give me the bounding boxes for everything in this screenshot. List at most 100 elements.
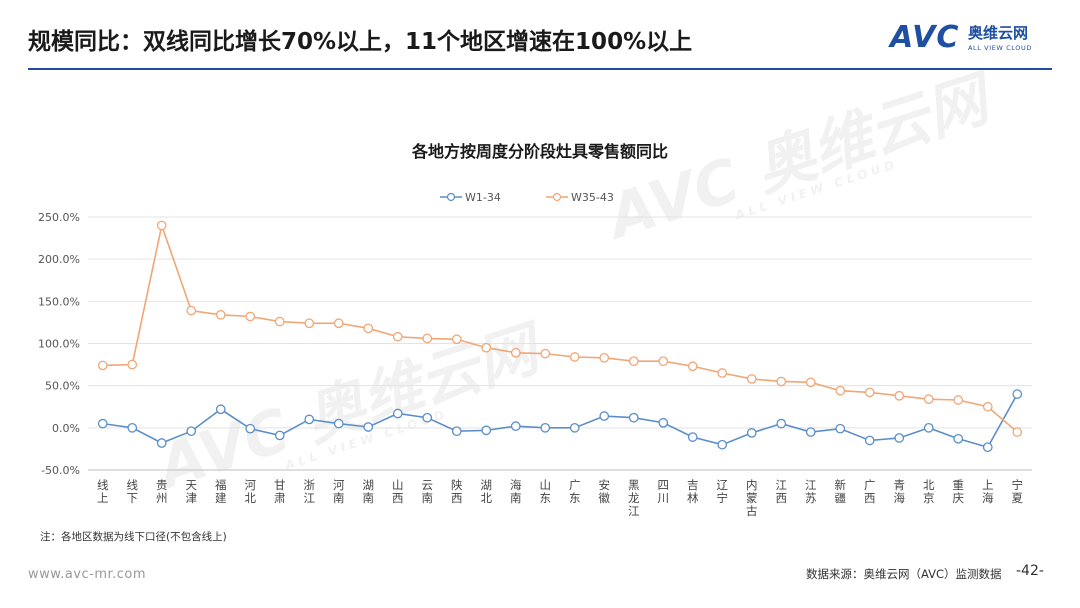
y-tick-label: -50.0% bbox=[41, 464, 80, 477]
x-tick-label: 南 bbox=[422, 491, 434, 505]
data-point-0 bbox=[628, 412, 639, 423]
x-tick-label: 西 bbox=[864, 491, 876, 505]
x-tick-label: 南 bbox=[363, 491, 375, 505]
data-point-0 bbox=[333, 418, 344, 429]
data-point-0 bbox=[776, 418, 787, 429]
x-tick-label: 广 bbox=[569, 478, 581, 492]
x-tick-label: 贵 bbox=[156, 478, 168, 492]
data-point-0 bbox=[894, 433, 905, 443]
x-tick-label: 龙 bbox=[628, 491, 640, 505]
data-point-0 bbox=[569, 422, 580, 433]
data-point-0 bbox=[923, 422, 934, 433]
data-point-0 bbox=[215, 404, 226, 415]
data-point-0 bbox=[805, 427, 816, 437]
x-tick-label: 西 bbox=[451, 491, 463, 505]
x-tick-label: 江 bbox=[304, 491, 316, 505]
x-tick-label: 东 bbox=[569, 491, 581, 505]
data-point-0 bbox=[658, 417, 669, 428]
x-tick-label: 夏 bbox=[1012, 491, 1024, 505]
x-tick-label: 天 bbox=[186, 478, 198, 492]
data-point-0 bbox=[540, 422, 551, 433]
brand-logo-mark: AVC bbox=[890, 20, 960, 55]
header-divider bbox=[28, 68, 1052, 70]
x-tick-label: 宁 bbox=[717, 491, 729, 505]
data-point-1 bbox=[953, 395, 964, 405]
data-point-1 bbox=[186, 305, 197, 316]
data-point-0 bbox=[304, 414, 315, 425]
data-source: 数据来源：奥维云网（AVC）监测数据 bbox=[806, 567, 1002, 581]
data-point-0 bbox=[982, 442, 993, 453]
data-point-1 bbox=[687, 361, 698, 372]
x-tick-label: 福 bbox=[215, 478, 227, 492]
y-tick-label: 0.0% bbox=[52, 422, 80, 435]
x-tick-label: 安 bbox=[599, 478, 611, 492]
data-point-1 bbox=[451, 334, 462, 345]
data-point-1 bbox=[658, 356, 669, 367]
x-tick-label: 河 bbox=[333, 478, 345, 492]
x-tick-label: 山 bbox=[392, 478, 404, 492]
data-point-0 bbox=[1012, 389, 1023, 399]
data-point-0 bbox=[687, 432, 698, 442]
x-tick-label: 浙 bbox=[304, 478, 316, 492]
data-point-0 bbox=[510, 421, 521, 431]
data-point-1 bbox=[97, 360, 108, 371]
x-tick-label: 海 bbox=[982, 491, 994, 505]
y-tick-label: 100.0% bbox=[38, 338, 80, 351]
data-point-1 bbox=[127, 359, 138, 370]
data-point-0 bbox=[127, 422, 138, 433]
x-tick-label: 北 bbox=[245, 491, 257, 505]
x-tick-label: 广 bbox=[864, 478, 876, 492]
x-tick-label: 庆 bbox=[953, 491, 965, 505]
data-point-1 bbox=[274, 316, 285, 327]
data-point-1 bbox=[894, 390, 905, 401]
x-tick-label: 江 bbox=[776, 478, 788, 492]
website-link[interactable]: www.avc-mr.com bbox=[28, 567, 147, 582]
data-point-0 bbox=[422, 412, 433, 423]
data-point-0 bbox=[599, 411, 610, 421]
data-point-1 bbox=[215, 309, 226, 320]
data-point-1 bbox=[628, 356, 639, 367]
x-tick-label: 海 bbox=[894, 491, 906, 505]
x-tick-label: 东 bbox=[540, 491, 552, 505]
x-tick-label: 下 bbox=[127, 491, 139, 505]
x-tick-label: 湖 bbox=[481, 478, 493, 492]
data-point-1 bbox=[333, 318, 344, 329]
chart-title: 各地方按周度分阶段灶具零售额同比 bbox=[411, 142, 668, 161]
x-tick-label: 黑 bbox=[628, 478, 640, 492]
data-point-0 bbox=[953, 433, 964, 444]
x-tick-label: 四 bbox=[658, 478, 670, 492]
data-point-1 bbox=[864, 387, 875, 398]
x-tick-label: 青 bbox=[894, 478, 906, 492]
brand-logo: AVC 奥维云网 ALL VIEW CLOUD bbox=[890, 20, 1060, 60]
x-tick-label: 蒙 bbox=[746, 491, 758, 505]
data-point-1 bbox=[481, 342, 492, 353]
data-point-0 bbox=[274, 430, 285, 441]
x-tick-label: 重 bbox=[953, 478, 965, 492]
x-tick-label: 宁 bbox=[1012, 478, 1024, 492]
legend-item-w1-34: W1-34 bbox=[440, 190, 501, 204]
x-tick-label: 北 bbox=[481, 491, 493, 505]
page-title: 规模同比：双线同比增长70%以上，11个地区增速在100%以上 bbox=[28, 29, 693, 55]
x-tick-label: 云 bbox=[422, 478, 434, 492]
x-tick-label: 疆 bbox=[835, 491, 847, 505]
x-tick-label: 甘 bbox=[274, 478, 286, 492]
x-tick-label: 京 bbox=[923, 491, 935, 505]
x-tick-label: 北 bbox=[923, 478, 935, 492]
x-tick-label: 山 bbox=[540, 478, 552, 492]
x-tick-label: 西 bbox=[776, 491, 788, 505]
data-point-0 bbox=[97, 418, 108, 429]
x-tick-label: 河 bbox=[245, 478, 257, 492]
data-point-1 bbox=[245, 311, 256, 322]
data-point-1 bbox=[540, 348, 551, 359]
data-point-1 bbox=[156, 220, 167, 231]
data-point-0 bbox=[363, 422, 374, 432]
data-point-1 bbox=[835, 385, 846, 396]
x-tick-label: 苏 bbox=[805, 491, 817, 505]
x-tick-label: 上 bbox=[97, 491, 109, 505]
data-point-1 bbox=[746, 374, 757, 384]
x-tick-label: 徽 bbox=[599, 491, 611, 505]
data-point-1 bbox=[1012, 427, 1023, 437]
data-point-0 bbox=[245, 423, 256, 434]
y-tick-label: 200.0% bbox=[38, 253, 80, 266]
